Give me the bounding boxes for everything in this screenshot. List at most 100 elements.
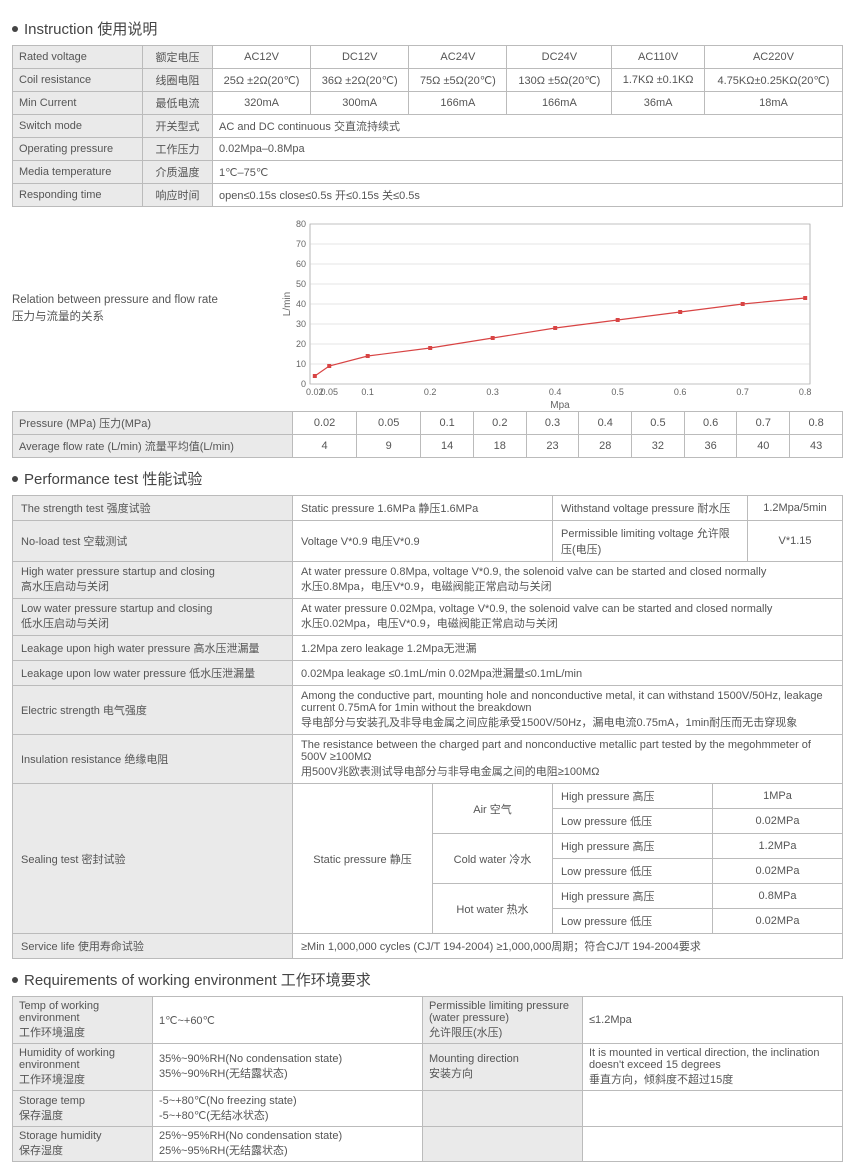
- svg-text:0.6: 0.6: [674, 387, 687, 397]
- pf-label: Pressure (MPa) 压力(MPa): [13, 412, 293, 435]
- table-row: No-load test 空载测试 Voltage V*0.9 电压V*0.9 …: [13, 521, 843, 562]
- env-value: 35%~90%RH(No condensation state) 35%~90%…: [153, 1044, 423, 1091]
- pf-value: 9: [357, 435, 421, 458]
- perf-static: Static pressure 静压: [293, 784, 433, 934]
- table-row: Electric strength 电气强度 Among the conduct…: [13, 686, 843, 735]
- instr-label-en: Operating pressure: [13, 138, 143, 161]
- perf-sealing-label: Sealing test 密封试验: [13, 784, 293, 934]
- svg-text:40: 40: [296, 299, 306, 309]
- table-row: Service life 使用寿命试验 ≥Min 1,000,000 cycle…: [13, 934, 843, 959]
- svg-text:10: 10: [296, 359, 306, 369]
- instr-value: 4.75KΩ±0.25KΩ(20℃): [704, 69, 842, 92]
- perf-lp-label: Low pressure 低压: [553, 859, 713, 884]
- instr-label-en: Responding time: [13, 184, 143, 207]
- instr-value: AC and DC continuous 交直流持续式: [213, 115, 843, 138]
- perf-hp: 1.2MPa: [713, 834, 843, 859]
- instr-value: 36mA: [612, 92, 705, 115]
- table-row: Switch mode 开关型式 AC and DC continuous 交直…: [13, 115, 843, 138]
- env-value: -5~+80℃(No freezing state) -5~+80℃(无结冰状态…: [153, 1091, 423, 1127]
- perf-lp-label: Low pressure 低压: [553, 809, 713, 834]
- perf-cell: 1.2Mpa/5min: [748, 496, 843, 521]
- instr-label-cn: 线圈电阻: [143, 69, 213, 92]
- perf-media: Hot water 热水: [433, 884, 553, 934]
- instr-value: 1℃–75℃: [213, 161, 843, 184]
- instr-value: 18mA: [704, 92, 842, 115]
- perf-lp: 0.02MPa: [713, 809, 843, 834]
- table-row: Media temperature 介质温度 1℃–75℃: [13, 161, 843, 184]
- instr-value: DC24V: [507, 46, 612, 69]
- pressure-flow-table: Pressure (MPa) 压力(MPa)0.020.050.10.20.30…: [12, 411, 843, 458]
- instr-label-en: Switch mode: [13, 115, 143, 138]
- perf-cell: Static pressure 1.6MPa 静压1.6MPa: [293, 496, 553, 521]
- env-label: Temp of working environment 工作环境温度: [13, 997, 153, 1044]
- table-row: Sealing test 密封试验 Static pressure 静压Air …: [13, 784, 843, 809]
- env-label: Mounting direction 安装方向: [423, 1044, 583, 1091]
- perf-cell: Withstand voltage pressure 耐水压: [553, 496, 748, 521]
- instr-label-en: Rated voltage: [13, 46, 143, 69]
- table-row: Leakage upon high water pressure 高水压泄漏量 …: [13, 636, 843, 661]
- env-label: Humidity of working environment 工作环境湿度: [13, 1044, 153, 1091]
- svg-text:60: 60: [296, 259, 306, 269]
- pf-value: 4: [293, 435, 357, 458]
- perf-cell: 0.02Mpa leakage ≤0.1mL/min 0.02Mpa泄漏量≤0.…: [293, 661, 843, 686]
- section-requirements-header: Requirements of working environment 工作环境…: [12, 969, 843, 990]
- instr-label-en: Coil resistance: [13, 69, 143, 92]
- svg-text:0.2: 0.2: [424, 387, 437, 397]
- pf-label: Average flow rate (L/min) 流量平均值(L/min): [13, 435, 293, 458]
- instr-label-cn: 介质温度: [143, 161, 213, 184]
- env-label: Permissible limiting pressure (water pre…: [423, 997, 583, 1044]
- perf-cell: At water pressure 0.02Mpa, voltage V*0.9…: [293, 599, 843, 636]
- perf-insulation-label: Insulation resistance 绝缘电阻: [13, 735, 293, 784]
- svg-text:0.7: 0.7: [736, 387, 749, 397]
- chart-title-cn: 压力与流量的关系: [12, 309, 262, 326]
- pf-value: 36: [684, 435, 737, 458]
- perf-leakhigh-label: Leakage upon high water pressure 高水压泄漏量: [13, 636, 293, 661]
- perf-lp: 0.02MPa: [713, 859, 843, 884]
- instr-label-cn: 最低电流: [143, 92, 213, 115]
- svg-text:0.4: 0.4: [549, 387, 562, 397]
- svg-text:0.5: 0.5: [611, 387, 624, 397]
- perf-cell: Among the conductive part, mounting hole…: [293, 686, 843, 735]
- instr-value: 75Ω ±5Ω(20℃): [409, 69, 507, 92]
- instr-label-cn: 额定电压: [143, 46, 213, 69]
- perf-hp-label: High pressure 高压: [553, 834, 713, 859]
- env-value: 1℃~+60℃: [153, 997, 423, 1044]
- perf-media: Air 空气: [433, 784, 553, 834]
- perf-hp-label: High pressure 高压: [553, 784, 713, 809]
- instr-value: 36Ω ±2Ω(20℃): [311, 69, 409, 92]
- table-row: Min Current 最低电流320mA300mA166mA166mA36mA…: [13, 92, 843, 115]
- pf-value: 40: [737, 435, 790, 458]
- perf-hp: 1MPa: [713, 784, 843, 809]
- instr-value: 320mA: [213, 92, 311, 115]
- env-value: It is mounted in vertical direction, the…: [583, 1044, 843, 1091]
- pf-value: 32: [632, 435, 685, 458]
- svg-text:50: 50: [296, 279, 306, 289]
- pf-value: 0.1: [421, 412, 474, 435]
- instr-value: 166mA: [507, 92, 612, 115]
- perf-noload-label: No-load test 空载测试: [13, 521, 293, 562]
- table-row: Rated voltage 额定电压AC12VDC12VAC24VDC24VAC…: [13, 46, 843, 69]
- pressure-flow-chart: 010203040506070800.020.050.10.20.30.40.5…: [282, 219, 802, 399]
- env-label: Storage temp 保存温度: [13, 1091, 153, 1127]
- pf-value: 0.8: [790, 412, 843, 435]
- instr-label-cn: 响应时间: [143, 184, 213, 207]
- svg-text:0.3: 0.3: [486, 387, 499, 397]
- pf-value: 0.7: [737, 412, 790, 435]
- perf-cell: At water pressure 0.8Mpa, voltage V*0.9,…: [293, 562, 843, 599]
- instr-label-cn: 开关型式: [143, 115, 213, 138]
- pf-value: 28: [579, 435, 632, 458]
- pf-value: 0.02: [293, 412, 357, 435]
- perf-cell: Voltage V*0.9 电压V*0.9: [293, 521, 553, 562]
- svg-text:80: 80: [296, 219, 306, 229]
- instr-value: 1.7KΩ ±0.1KΩ: [612, 69, 705, 92]
- svg-text:0.1: 0.1: [361, 387, 374, 397]
- perf-cell: 1.2Mpa zero leakage 1.2Mpa无泄漏: [293, 636, 843, 661]
- perf-cell: Permissible limiting voltage 允许限压(电压): [553, 521, 748, 562]
- pf-value: 0.2: [473, 412, 526, 435]
- env-label: Storage humidity 保存湿度: [13, 1127, 153, 1162]
- pf-value: 23: [526, 435, 579, 458]
- pf-value: 0.6: [684, 412, 737, 435]
- perf-cell: V*1.15: [748, 521, 843, 562]
- perf-lp-label: Low pressure 低压: [553, 909, 713, 934]
- instr-value: DC12V: [311, 46, 409, 69]
